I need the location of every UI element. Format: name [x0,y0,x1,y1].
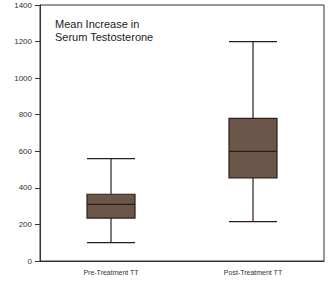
svg-text:Pre-Treatment TT: Pre-Treatment TT [83,269,139,276]
svg-text:200: 200 [19,220,33,229]
svg-text:1000: 1000 [14,74,32,83]
svg-text:400: 400 [19,183,33,192]
svg-text:0: 0 [28,257,33,266]
svg-text:Mean Increase in: Mean Increase in [55,18,142,30]
svg-text:Post-Treatment TT: Post-Treatment TT [224,269,283,276]
svg-text:1400: 1400 [14,1,32,10]
svg-text:600: 600 [19,147,33,156]
svg-text:Serum Testosterone: Serum Testosterone [55,31,153,43]
svg-text:800: 800 [19,110,33,119]
svg-text:1200: 1200 [14,37,32,46]
